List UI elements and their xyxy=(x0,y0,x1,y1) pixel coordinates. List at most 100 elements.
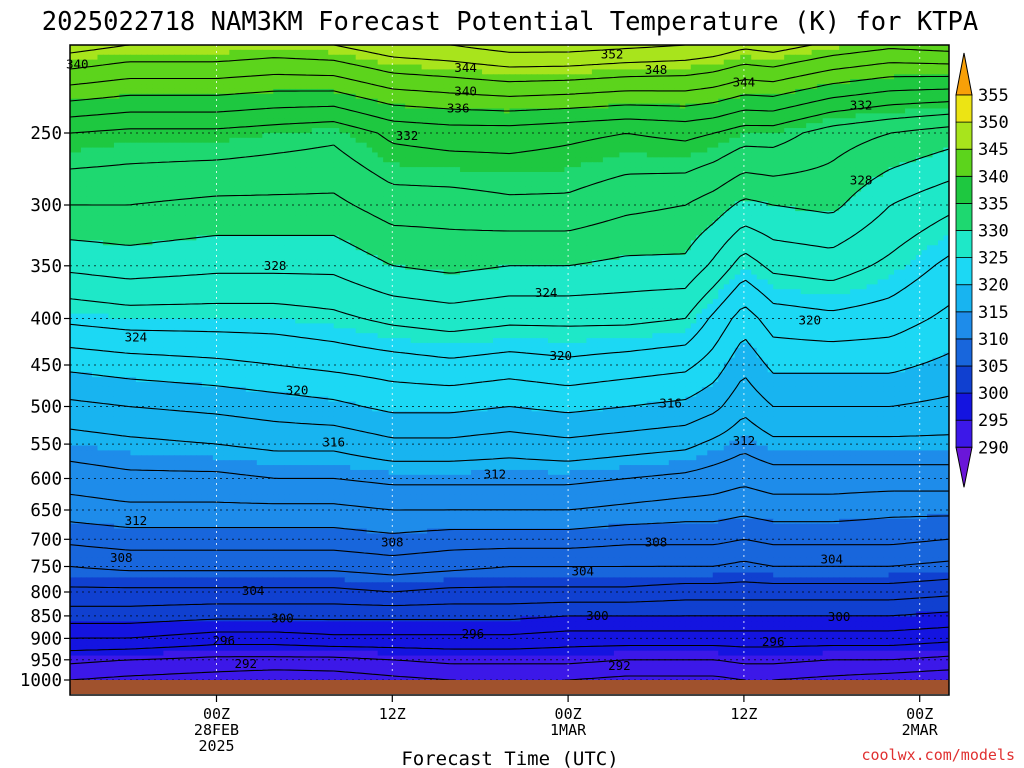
y-tick-label: 350 xyxy=(30,257,62,277)
colorbar-bottom-arrow xyxy=(955,446,973,488)
contour-label: 340 xyxy=(66,56,89,71)
colorbar-label: 305 xyxy=(978,357,1009,377)
x-tick-label: 12Z xyxy=(379,705,406,723)
y-tick-label: 1000 xyxy=(20,671,62,691)
x-tick-label: 1MAR xyxy=(550,721,587,739)
colorbar-label: 350 xyxy=(978,113,1009,133)
contour-label: 304 xyxy=(572,564,595,579)
contour-label: 296 xyxy=(762,634,785,649)
contour-label: 300 xyxy=(828,609,851,624)
contour-label: 320 xyxy=(799,312,822,327)
x-tick-label: 2025 xyxy=(198,737,234,755)
watermark: coolwx.com/models xyxy=(861,746,1015,764)
colorbar-segment xyxy=(955,121,973,150)
y-tick-label: 850 xyxy=(30,607,62,627)
colorbar-segment xyxy=(955,230,973,259)
contour-label: 296 xyxy=(462,626,485,641)
y-tick-label: 600 xyxy=(30,470,62,490)
chart-title: 2025022718 NAM3KM Forecast Potential Tem… xyxy=(42,7,979,37)
x-tick-label: 00Z xyxy=(203,705,230,723)
contour-label: 292 xyxy=(608,658,631,673)
colorbar-label: 335 xyxy=(978,194,1009,214)
contour-label: 324 xyxy=(535,285,558,300)
contour-label: 308 xyxy=(381,535,404,550)
colorbar-label: 300 xyxy=(978,384,1009,404)
contour-label: 328 xyxy=(850,173,873,188)
colorbar-segment xyxy=(955,392,973,421)
y-tick-label: 500 xyxy=(30,398,62,418)
colorbar-segment xyxy=(955,175,973,204)
contour-label: 316 xyxy=(322,435,345,450)
colorbar-top-arrow xyxy=(955,52,973,96)
theta-color-fill xyxy=(70,45,949,680)
colorbar: 290 295 300 305 310 315 320 325 330 335 340 345 350 3… xyxy=(955,52,1009,488)
y-tick-label: 250 xyxy=(30,124,62,144)
contour-label: 292 xyxy=(235,656,258,671)
contour-label: 308 xyxy=(110,550,133,565)
colorbar-label: 340 xyxy=(978,167,1009,187)
contour-label: 316 xyxy=(659,395,682,410)
x-tick-label: 00Z xyxy=(906,705,933,723)
plot-frame xyxy=(69,44,950,696)
colorbar-segment xyxy=(955,311,973,340)
contour-label: 308 xyxy=(645,535,668,550)
y-tick-label: 900 xyxy=(30,629,62,649)
colorbar-segment xyxy=(955,148,973,177)
colorbar-label: 315 xyxy=(978,303,1009,323)
colorbar-segment xyxy=(955,202,973,231)
pressure-axis: 2503003504004505005506006507007508008509… xyxy=(20,124,70,691)
colorbar-segment xyxy=(955,284,973,313)
y-tick-label: 550 xyxy=(30,435,62,455)
ground-bar xyxy=(70,680,949,694)
contour-label: 312 xyxy=(125,513,148,528)
colorbar-label: 355 xyxy=(978,86,1009,106)
colorbar-segment xyxy=(955,419,973,448)
contour-label: 336 xyxy=(447,101,470,116)
y-tick-label: 800 xyxy=(30,583,62,603)
x-tick-label: 00Z xyxy=(555,705,582,723)
x-tick-label: 2MAR xyxy=(902,721,939,739)
contour-label: 320 xyxy=(550,348,573,363)
contour-label: 328 xyxy=(264,258,287,273)
contour-label: 304 xyxy=(242,583,265,598)
colorbar-label: 325 xyxy=(978,249,1009,269)
colorbar-label: 345 xyxy=(978,140,1009,160)
x-tick-label: 12Z xyxy=(730,705,757,723)
contour-label: 340 xyxy=(454,84,477,99)
colorbar-label: 330 xyxy=(978,222,1009,242)
y-tick-label: 700 xyxy=(30,530,62,550)
y-tick-label: 650 xyxy=(30,501,62,521)
contour-labels: 340 344 352 348 344 340 336 332 332 328 328 324 324 3… xyxy=(66,47,872,673)
contour-label: 332 xyxy=(850,97,873,112)
contour-label: 332 xyxy=(396,128,419,143)
contour-label: 352 xyxy=(601,47,624,62)
contour-label: 320 xyxy=(286,382,309,397)
y-tick-label: 750 xyxy=(30,558,62,578)
colorbar-label: 320 xyxy=(978,276,1009,296)
colorbar-label: 290 xyxy=(978,438,1009,458)
contour-label: 300 xyxy=(271,611,294,626)
x-axis-label: Forecast Time (UTC) xyxy=(401,748,618,768)
contour-label: 300 xyxy=(586,608,609,623)
contour-label: 312 xyxy=(733,433,756,448)
colorbar-segment xyxy=(955,94,973,123)
y-tick-label: 400 xyxy=(30,310,62,330)
contour-label: 304 xyxy=(821,552,844,567)
contour-label: 324 xyxy=(125,330,148,345)
colorbar-segment xyxy=(955,338,973,367)
colorbar-label: 310 xyxy=(978,330,1009,350)
contour-label: 344 xyxy=(733,75,756,90)
y-tick-label: 950 xyxy=(30,651,62,671)
y-tick-label: 300 xyxy=(30,196,62,216)
y-tick-label: 450 xyxy=(30,356,62,376)
contour-label: 312 xyxy=(484,467,507,482)
contour-label: 296 xyxy=(213,633,236,648)
colorbar-label: 295 xyxy=(978,411,1009,431)
colorbar-segment xyxy=(955,257,973,286)
contour-label: 344 xyxy=(454,60,477,75)
theta-contours xyxy=(70,45,949,680)
colorbar-segment xyxy=(955,365,973,394)
x-tick-label: 28FEB xyxy=(194,721,239,739)
